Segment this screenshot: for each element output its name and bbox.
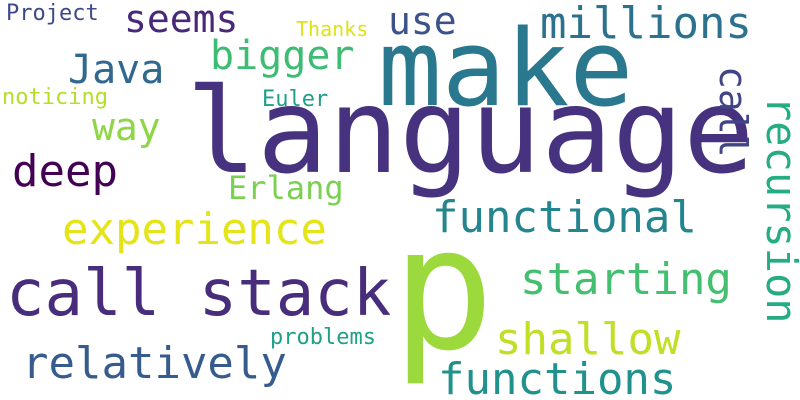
word-thanks: Thanks bbox=[296, 17, 369, 41]
word-problems: problems bbox=[270, 325, 376, 350]
word-functions: functions bbox=[438, 354, 677, 400]
word-noticing: noticing bbox=[2, 85, 108, 110]
word-way: way bbox=[92, 105, 161, 149]
word-project: Project bbox=[6, 1, 99, 26]
word-shallow: shallow bbox=[495, 314, 681, 365]
word-language: language bbox=[186, 62, 755, 200]
word-recursion: recursion bbox=[757, 96, 800, 324]
word-call-stack: call stack bbox=[6, 257, 392, 331]
word-experience: experience bbox=[62, 204, 327, 255]
word-starting: starting bbox=[520, 254, 732, 305]
word-bigger: bigger bbox=[210, 33, 355, 79]
word-call: call bbox=[711, 66, 755, 158]
word-relatively: relatively bbox=[22, 338, 287, 389]
word-millions: millions bbox=[540, 0, 752, 49]
word-p: p bbox=[392, 191, 495, 389]
word-functional: functional bbox=[432, 192, 697, 243]
word-make: make bbox=[378, 7, 634, 130]
word-euler: Euler bbox=[262, 87, 329, 112]
word-seems: seems bbox=[124, 0, 239, 41]
word-erlang: Erlang bbox=[228, 169, 344, 207]
word-deep: deep bbox=[12, 146, 118, 197]
word-java: Java bbox=[68, 47, 165, 93]
word-use: use bbox=[388, 0, 457, 43]
